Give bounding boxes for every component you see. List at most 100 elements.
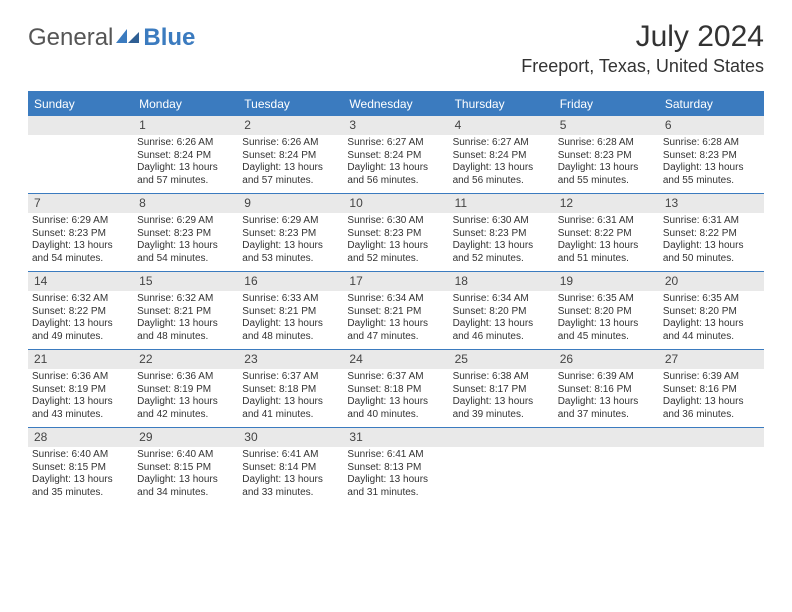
day-detail-cell: Sunrise: 6:32 AMSunset: 8:21 PMDaylight:… bbox=[133, 291, 238, 350]
day-detail-row: Sunrise: 6:36 AMSunset: 8:19 PMDaylight:… bbox=[28, 369, 764, 428]
day-detail-cell: Sunrise: 6:30 AMSunset: 8:23 PMDaylight:… bbox=[343, 213, 448, 272]
day-detail-cell: Sunrise: 6:37 AMSunset: 8:18 PMDaylight:… bbox=[238, 369, 343, 428]
day-detail-row: Sunrise: 6:40 AMSunset: 8:15 PMDaylight:… bbox=[28, 447, 764, 505]
day-detail-cell: Sunrise: 6:34 AMSunset: 8:20 PMDaylight:… bbox=[449, 291, 554, 350]
weekday-header: Tuesday bbox=[238, 92, 343, 116]
day-number-cell: 15 bbox=[133, 272, 238, 292]
day-number-cell: 18 bbox=[449, 272, 554, 292]
brand-logo: General Blue bbox=[28, 24, 195, 52]
day-detail-cell: Sunrise: 6:41 AMSunset: 8:13 PMDaylight:… bbox=[343, 447, 448, 505]
sunset-text: Sunset: 8:23 PM bbox=[137, 228, 234, 241]
weekday-header: Saturday bbox=[659, 92, 764, 116]
daylight-text: Daylight: 13 hours and 54 minutes. bbox=[137, 240, 234, 265]
daylight-text: Daylight: 13 hours and 49 minutes. bbox=[32, 318, 129, 343]
day-number-cell: 4 bbox=[449, 116, 554, 136]
day-detail-cell: Sunrise: 6:35 AMSunset: 8:20 PMDaylight:… bbox=[554, 291, 659, 350]
sunrise-text: Sunrise: 6:29 AM bbox=[137, 215, 234, 228]
sunset-text: Sunset: 8:24 PM bbox=[347, 150, 444, 163]
day-number-cell: 10 bbox=[343, 194, 448, 214]
day-detail-cell: Sunrise: 6:27 AMSunset: 8:24 PMDaylight:… bbox=[343, 135, 448, 194]
day-detail-cell: Sunrise: 6:36 AMSunset: 8:19 PMDaylight:… bbox=[133, 369, 238, 428]
day-detail-cell bbox=[554, 447, 659, 505]
sunset-text: Sunset: 8:16 PM bbox=[663, 384, 760, 397]
day-detail-cell: Sunrise: 6:29 AMSunset: 8:23 PMDaylight:… bbox=[28, 213, 133, 272]
day-number-cell: 23 bbox=[238, 350, 343, 370]
weekday-header: Sunday bbox=[28, 92, 133, 116]
day-detail-cell: Sunrise: 6:26 AMSunset: 8:24 PMDaylight:… bbox=[133, 135, 238, 194]
day-detail-cell: Sunrise: 6:37 AMSunset: 8:18 PMDaylight:… bbox=[343, 369, 448, 428]
day-number-cell: 27 bbox=[659, 350, 764, 370]
day-number-cell: 3 bbox=[343, 116, 448, 136]
title-block: July 2024 Freeport, Texas, United States bbox=[521, 20, 764, 77]
calendar-table: Sunday Monday Tuesday Wednesday Thursday… bbox=[28, 91, 764, 505]
sunset-text: Sunset: 8:21 PM bbox=[347, 306, 444, 319]
sunrise-text: Sunrise: 6:38 AM bbox=[453, 371, 550, 384]
daylight-text: Daylight: 13 hours and 40 minutes. bbox=[347, 396, 444, 421]
sunrise-text: Sunrise: 6:40 AM bbox=[32, 449, 129, 462]
sunrise-text: Sunrise: 6:39 AM bbox=[663, 371, 760, 384]
daylight-text: Daylight: 13 hours and 55 minutes. bbox=[558, 162, 655, 187]
sunset-text: Sunset: 8:15 PM bbox=[32, 462, 129, 475]
sunrise-text: Sunrise: 6:28 AM bbox=[663, 137, 760, 150]
sunrise-text: Sunrise: 6:29 AM bbox=[242, 215, 339, 228]
sunset-text: Sunset: 8:20 PM bbox=[663, 306, 760, 319]
sunset-text: Sunset: 8:18 PM bbox=[242, 384, 339, 397]
day-number-row: 123456 bbox=[28, 116, 764, 136]
sunrise-text: Sunrise: 6:36 AM bbox=[137, 371, 234, 384]
day-number-cell: 12 bbox=[554, 194, 659, 214]
day-detail-cell: Sunrise: 6:36 AMSunset: 8:19 PMDaylight:… bbox=[28, 369, 133, 428]
day-detail-cell: Sunrise: 6:28 AMSunset: 8:23 PMDaylight:… bbox=[554, 135, 659, 194]
day-number-cell bbox=[659, 428, 764, 448]
sunrise-text: Sunrise: 6:28 AM bbox=[558, 137, 655, 150]
daylight-text: Daylight: 13 hours and 34 minutes. bbox=[137, 474, 234, 499]
sunset-text: Sunset: 8:20 PM bbox=[453, 306, 550, 319]
day-detail-cell: Sunrise: 6:33 AMSunset: 8:21 PMDaylight:… bbox=[238, 291, 343, 350]
day-number-cell: 13 bbox=[659, 194, 764, 214]
sunrise-text: Sunrise: 6:39 AM bbox=[558, 371, 655, 384]
day-detail-cell: Sunrise: 6:41 AMSunset: 8:14 PMDaylight:… bbox=[238, 447, 343, 505]
sunrise-text: Sunrise: 6:30 AM bbox=[453, 215, 550, 228]
daylight-text: Daylight: 13 hours and 57 minutes. bbox=[137, 162, 234, 187]
sunset-text: Sunset: 8:22 PM bbox=[663, 228, 760, 241]
sunset-text: Sunset: 8:24 PM bbox=[137, 150, 234, 163]
day-number-cell bbox=[28, 116, 133, 136]
daylight-text: Daylight: 13 hours and 47 minutes. bbox=[347, 318, 444, 343]
day-number-cell: 25 bbox=[449, 350, 554, 370]
day-number-cell: 21 bbox=[28, 350, 133, 370]
daylight-text: Daylight: 13 hours and 42 minutes. bbox=[137, 396, 234, 421]
day-detail-row: Sunrise: 6:29 AMSunset: 8:23 PMDaylight:… bbox=[28, 213, 764, 272]
day-detail-cell: Sunrise: 6:31 AMSunset: 8:22 PMDaylight:… bbox=[659, 213, 764, 272]
day-detail-cell: Sunrise: 6:38 AMSunset: 8:17 PMDaylight:… bbox=[449, 369, 554, 428]
sunset-text: Sunset: 8:18 PM bbox=[347, 384, 444, 397]
daylight-text: Daylight: 13 hours and 44 minutes. bbox=[663, 318, 760, 343]
sunset-text: Sunset: 8:16 PM bbox=[558, 384, 655, 397]
sunset-text: Sunset: 8:14 PM bbox=[242, 462, 339, 475]
daylight-text: Daylight: 13 hours and 54 minutes. bbox=[32, 240, 129, 265]
sunrise-text: Sunrise: 6:30 AM bbox=[347, 215, 444, 228]
day-detail-cell bbox=[449, 447, 554, 505]
day-number-cell: 20 bbox=[659, 272, 764, 292]
sunset-text: Sunset: 8:23 PM bbox=[558, 150, 655, 163]
sunrise-text: Sunrise: 6:35 AM bbox=[663, 293, 760, 306]
weekday-header: Wednesday bbox=[343, 92, 448, 116]
location-text: Freeport, Texas, United States bbox=[521, 56, 764, 77]
day-number-cell: 9 bbox=[238, 194, 343, 214]
day-detail-cell: Sunrise: 6:29 AMSunset: 8:23 PMDaylight:… bbox=[133, 213, 238, 272]
sunrise-text: Sunrise: 6:27 AM bbox=[453, 137, 550, 150]
daylight-text: Daylight: 13 hours and 43 minutes. bbox=[32, 396, 129, 421]
day-number-row: 21222324252627 bbox=[28, 350, 764, 370]
day-detail-cell: Sunrise: 6:27 AMSunset: 8:24 PMDaylight:… bbox=[449, 135, 554, 194]
daylight-text: Daylight: 13 hours and 35 minutes. bbox=[32, 474, 129, 499]
weekday-header: Friday bbox=[554, 92, 659, 116]
daylight-text: Daylight: 13 hours and 52 minutes. bbox=[453, 240, 550, 265]
daylight-text: Daylight: 13 hours and 33 minutes. bbox=[242, 474, 339, 499]
day-number-cell: 24 bbox=[343, 350, 448, 370]
sunset-text: Sunset: 8:23 PM bbox=[347, 228, 444, 241]
day-detail-cell: Sunrise: 6:40 AMSunset: 8:15 PMDaylight:… bbox=[133, 447, 238, 505]
sunrise-text: Sunrise: 6:35 AM bbox=[558, 293, 655, 306]
daylight-text: Daylight: 13 hours and 53 minutes. bbox=[242, 240, 339, 265]
sunrise-text: Sunrise: 6:34 AM bbox=[347, 293, 444, 306]
header: General Blue July 2024 Freeport, Texas, … bbox=[28, 20, 764, 77]
sunrise-text: Sunrise: 6:40 AM bbox=[137, 449, 234, 462]
day-number-cell: 1 bbox=[133, 116, 238, 136]
